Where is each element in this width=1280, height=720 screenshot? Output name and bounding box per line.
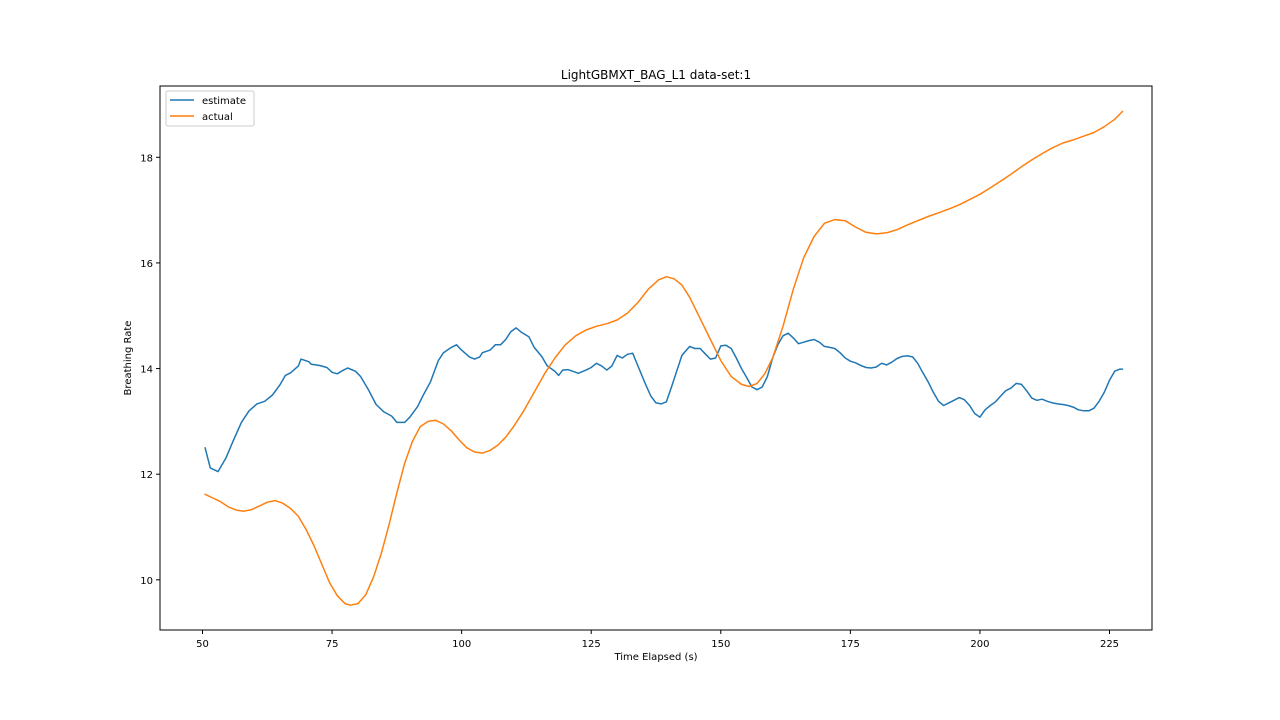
series-layer (204, 110, 1124, 606)
legend-label-estimate: estimate (202, 96, 246, 107)
legend-label-actual: actual (202, 112, 233, 123)
legend: estimate actual (165, 90, 255, 127)
y-axis-label: Breathing Rate (123, 321, 134, 396)
y-axis: 10 12 14 16 18 (140, 153, 160, 587)
x-tick-label: 200 (970, 639, 989, 650)
x-tick-label: 100 (452, 639, 471, 650)
y-tick-label: 14 (140, 365, 153, 376)
plot-frame (159, 85, 1153, 631)
y-tick-label: 12 (140, 470, 153, 481)
x-tick-label: 125 (582, 639, 601, 650)
y-tick-label: 18 (140, 153, 153, 164)
x-tick-label: 150 (711, 639, 730, 650)
chart-title: LightGBMXT_BAG_L1 data-set:1 (561, 68, 751, 82)
plot-area (159, 85, 1153, 631)
y-tick-label: 10 (140, 576, 153, 587)
series-line-actual (204, 110, 1124, 606)
series-line-estimate (204, 327, 1124, 473)
x-tick-label: 175 (841, 639, 860, 650)
x-axis-label: Time Elapsed (s) (613, 652, 697, 663)
x-tick-label: 75 (326, 639, 339, 650)
y-tick-label: 16 (140, 259, 153, 270)
x-tick-label: 225 (1100, 639, 1119, 650)
x-tick-label: 50 (196, 639, 209, 650)
x-axis: 50 75 100 125 150 175 200 225 (196, 630, 1119, 650)
